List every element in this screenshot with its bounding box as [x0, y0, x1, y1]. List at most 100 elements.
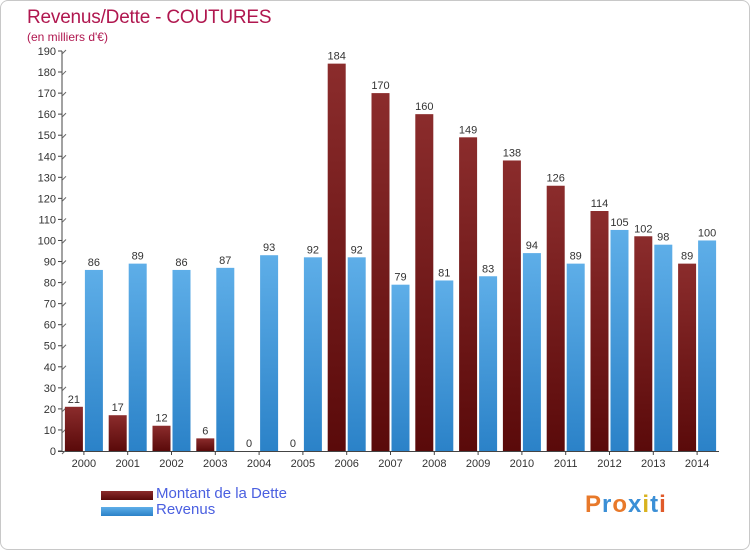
y-tick-label: 120: [38, 193, 56, 205]
bar-revenue: [128, 263, 147, 451]
legend-swatch-revenue: [101, 507, 153, 516]
y-tick-label: 10: [44, 425, 56, 437]
x-tick-label: 2009: [466, 458, 490, 470]
y-tick-stub: [61, 344, 67, 350]
data-label-revenue: 83: [482, 263, 494, 275]
y-tick-label: 60: [44, 320, 56, 332]
bar-debt: [108, 415, 127, 451]
y-tick-label: 30: [44, 383, 56, 395]
bar-revenue: [172, 269, 191, 451]
data-label-revenue: 89: [132, 251, 144, 263]
y-tick-label: 150: [38, 130, 56, 142]
data-label-revenue: 86: [88, 257, 100, 269]
x-tick-label: 2008: [422, 458, 446, 470]
data-label-revenue: 92: [351, 244, 363, 256]
bar-revenue: [84, 269, 103, 451]
logo-letter: r: [602, 491, 613, 518]
legend-swatch-debt: [101, 491, 153, 500]
y-tick-stub: [61, 323, 67, 329]
bar-debt: [64, 406, 83, 451]
bar-revenue: [391, 284, 410, 451]
y-tick-stub: [61, 175, 67, 181]
y-tick-label: 0: [50, 446, 56, 458]
data-label-debt: 89: [681, 251, 693, 263]
data-label-debt: 149: [459, 124, 477, 136]
y-tick-label: 170: [38, 88, 56, 100]
chart-title: Revenus/Dette - COUTURES: [27, 7, 272, 28]
y-tick-stub: [61, 281, 67, 286]
y-tick-stub: [61, 302, 67, 307]
y-tick-stub: [61, 260, 67, 265]
data-label-debt: 6: [202, 425, 208, 437]
data-label-debt: 114: [591, 198, 609, 210]
x-tick-label: 2013: [641, 458, 665, 470]
y-tick-label: 50: [44, 341, 56, 353]
y-tick-label: 110: [38, 214, 56, 226]
bar-debt: [590, 211, 609, 451]
logo-letter: i: [659, 491, 667, 518]
data-label-debt: 21: [68, 394, 80, 406]
y-tick-label: 160: [38, 109, 56, 121]
bar-revenue: [522, 253, 541, 451]
legend-label-debt: Montant de la Dette: [156, 485, 287, 502]
axes: 0102030405060708090100110120130140150160…: [38, 46, 719, 470]
x-tick-label: 2004: [247, 458, 271, 470]
y-tick-label: 90: [44, 257, 56, 269]
bar-revenue: [479, 276, 498, 451]
bar-debt: [196, 438, 215, 451]
data-label-debt: 170: [371, 80, 389, 92]
bar-revenue: [303, 257, 322, 451]
x-tick-label: 2003: [203, 458, 227, 470]
chart-subtitle: (en milliers d'€): [27, 30, 108, 44]
value-labels: 21 86 17 89 12 86 6 87 0 93 0 92 184 92 170 79 160 81 149 8…: [68, 51, 717, 450]
bar-revenue: [610, 229, 629, 451]
bar-debt: [546, 185, 565, 451]
bar-debt: [327, 63, 346, 451]
data-label-revenue: 89: [570, 251, 582, 263]
data-label-debt: 138: [503, 147, 521, 159]
data-label-debt: 12: [155, 413, 167, 425]
x-tick-label: 2000: [72, 458, 96, 470]
y-tick-stub: [61, 239, 67, 244]
x-tick-label: 2005: [291, 458, 315, 470]
x-tick-label: 2007: [378, 458, 402, 470]
y-tick-label: 180: [38, 67, 56, 79]
y-tick-stub: [61, 112, 67, 118]
bar-debt: [634, 236, 653, 451]
data-label-revenue: 86: [175, 257, 187, 269]
data-label-revenue: 92: [307, 244, 319, 256]
bar-debt: [371, 93, 390, 452]
y-tick-label: 20: [44, 404, 56, 416]
bar-debt: [459, 137, 478, 451]
data-label-revenue: 79: [394, 272, 406, 284]
y-tick-label: 70: [44, 299, 56, 311]
bar-revenue: [216, 267, 235, 451]
data-label-debt: 0: [246, 438, 252, 450]
x-tick-label: 2002: [159, 458, 183, 470]
legend-label-revenue: Revenus: [156, 501, 216, 518]
data-label-revenue: 94: [526, 240, 538, 252]
y-tick-stub: [61, 91, 67, 97]
y-tick-label: 40: [44, 362, 56, 374]
y-tick-label: 100: [38, 235, 56, 247]
y-tick-stub: [61, 154, 67, 160]
x-tick-label: 2012: [597, 458, 621, 470]
y-tick-stub: [61, 386, 67, 392]
data-label-debt: 126: [547, 173, 565, 185]
data-label-debt: 17: [112, 402, 124, 414]
bar-revenue: [435, 280, 454, 451]
data-label-revenue: 93: [263, 242, 275, 254]
y-tick-label: 140: [38, 151, 56, 163]
y-tick-stub: [61, 365, 67, 371]
bar-revenue: [654, 244, 673, 451]
x-tick-label: 2001: [115, 458, 139, 470]
logo-letter: x: [628, 491, 643, 518]
bar-revenue: [698, 240, 717, 451]
x-tick-label: 2006: [334, 458, 358, 470]
data-label-debt: 160: [415, 101, 433, 113]
bar-revenue: [566, 263, 585, 451]
bar-debt: [502, 160, 521, 451]
logo-letter: i: [642, 491, 651, 518]
